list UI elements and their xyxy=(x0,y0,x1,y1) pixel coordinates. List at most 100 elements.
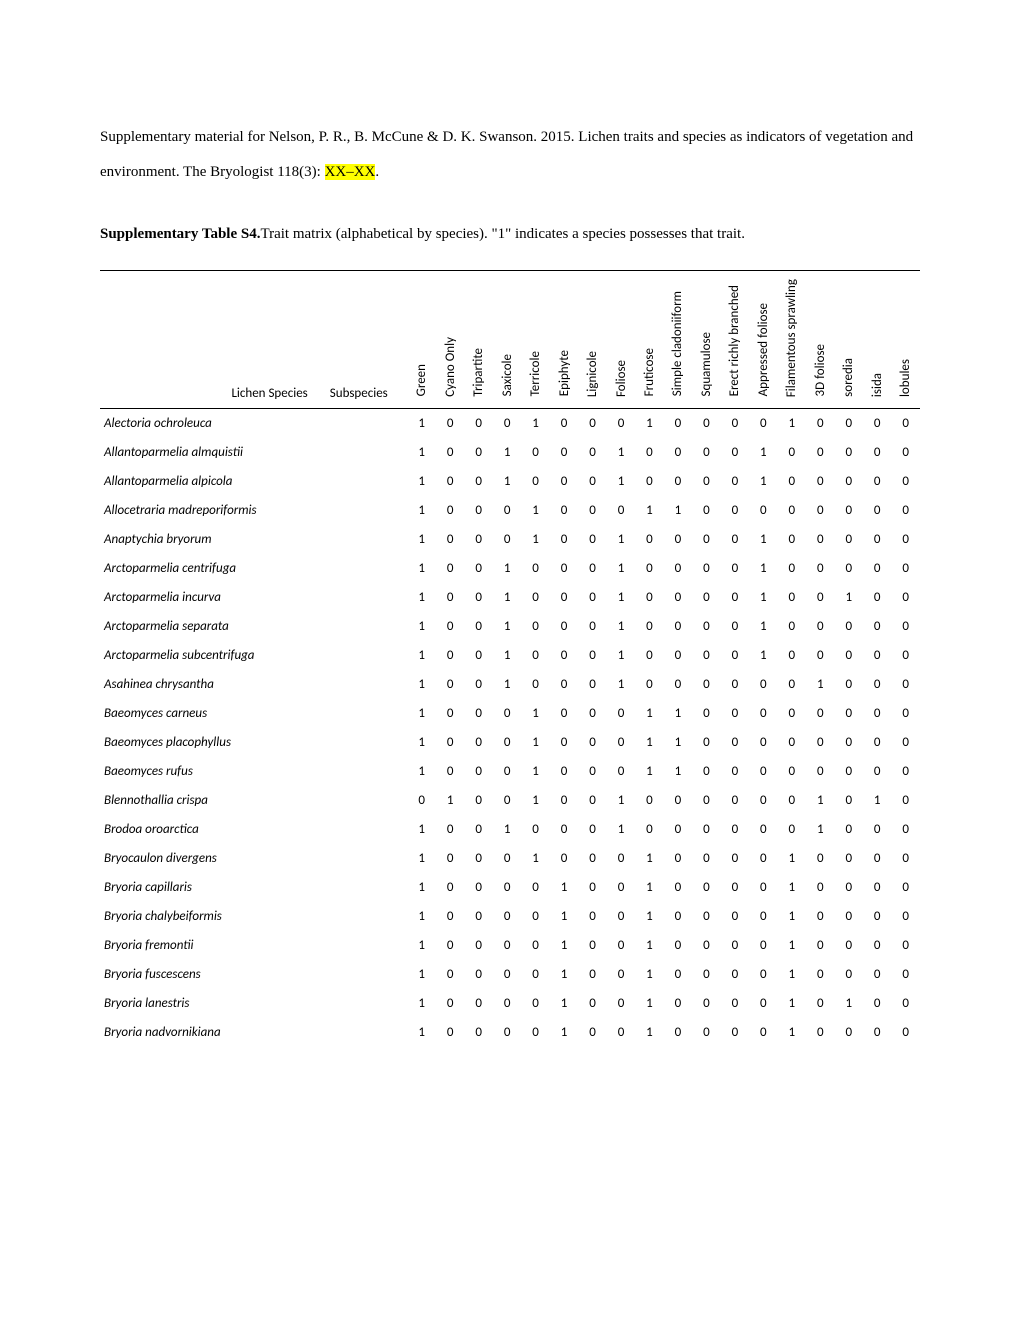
value-cell: 0 xyxy=(464,525,492,554)
table-row: Bryoria chalybeiformis100001001000010000 xyxy=(100,902,920,931)
value-cell: 0 xyxy=(806,989,834,1018)
value-cell: 0 xyxy=(436,931,464,960)
value-cell: 0 xyxy=(464,670,492,699)
value-cell: 0 xyxy=(578,844,606,873)
caption-bold: Supplementary Table S4. xyxy=(100,226,260,242)
value-cell: 0 xyxy=(806,1018,834,1047)
trait-header: Fruticose xyxy=(635,270,663,408)
value-cell: 0 xyxy=(550,728,578,757)
value-cell: 0 xyxy=(436,438,464,467)
value-cell: 0 xyxy=(692,873,720,902)
citation-paragraph: Supplementary material for Nelson, P. R.… xyxy=(100,120,920,189)
citation-pre: Supplementary material for Nelson, P. R.… xyxy=(100,129,913,180)
value-cell: 0 xyxy=(835,554,863,583)
trait-header-label: Appressed foliose xyxy=(757,303,770,396)
value-cell: 0 xyxy=(493,931,521,960)
value-cell: 0 xyxy=(635,467,663,496)
citation-post: . xyxy=(375,164,379,180)
species-cell: Arctoparmelia separata xyxy=(100,612,328,641)
value-cell: 1 xyxy=(407,873,435,902)
value-cell: 0 xyxy=(436,641,464,670)
value-cell: 0 xyxy=(635,612,663,641)
value-cell: 0 xyxy=(863,496,891,525)
value-cell: 1 xyxy=(407,525,435,554)
value-cell: 0 xyxy=(835,873,863,902)
value-cell: 0 xyxy=(891,1018,920,1047)
value-cell: 0 xyxy=(778,525,806,554)
value-cell: 0 xyxy=(692,960,720,989)
value-cell: 1 xyxy=(635,408,663,438)
value-cell: 0 xyxy=(863,1018,891,1047)
value-cell: 1 xyxy=(550,931,578,960)
subspecies-cell xyxy=(328,844,408,873)
value-cell: 1 xyxy=(607,438,635,467)
subspecies-header: Subspecies xyxy=(328,270,408,408)
value-cell: 0 xyxy=(493,728,521,757)
value-cell: 0 xyxy=(664,583,692,612)
value-cell: 0 xyxy=(436,844,464,873)
value-cell: 0 xyxy=(749,699,777,728)
value-cell: 0 xyxy=(692,815,720,844)
value-cell: 0 xyxy=(436,408,464,438)
value-cell: 1 xyxy=(550,960,578,989)
value-cell: 1 xyxy=(607,583,635,612)
value-cell: 0 xyxy=(436,873,464,902)
trait-header-label: 3D foliose xyxy=(814,344,827,396)
value-cell: 0 xyxy=(692,467,720,496)
value-cell: 0 xyxy=(436,525,464,554)
trait-header: soredia xyxy=(835,270,863,408)
value-cell: 0 xyxy=(863,960,891,989)
value-cell: 0 xyxy=(607,408,635,438)
value-cell: 1 xyxy=(407,989,435,1018)
subspecies-cell xyxy=(328,786,408,815)
value-cell: 0 xyxy=(835,670,863,699)
value-cell: 0 xyxy=(863,438,891,467)
value-cell: 0 xyxy=(664,525,692,554)
value-cell: 0 xyxy=(464,931,492,960)
subspecies-cell xyxy=(328,583,408,612)
value-cell: 0 xyxy=(464,728,492,757)
trait-header: 3D foliose xyxy=(806,270,834,408)
value-cell: 1 xyxy=(749,525,777,554)
value-cell: 1 xyxy=(749,583,777,612)
trait-header-label: isida xyxy=(871,373,884,397)
value-cell: 0 xyxy=(578,496,606,525)
value-cell: 1 xyxy=(635,989,663,1018)
value-cell: 0 xyxy=(891,583,920,612)
value-cell: 1 xyxy=(749,554,777,583)
value-cell: 0 xyxy=(835,960,863,989)
value-cell: 0 xyxy=(835,467,863,496)
table-row: Alectoria ochroleuca100010001000010000 xyxy=(100,408,920,438)
value-cell: 0 xyxy=(721,496,749,525)
value-cell: 0 xyxy=(464,757,492,786)
value-cell: 0 xyxy=(863,815,891,844)
value-cell: 1 xyxy=(635,699,663,728)
species-cell: Allantoparmelia alpicola xyxy=(100,467,328,496)
value-cell: 0 xyxy=(464,786,492,815)
value-cell: 0 xyxy=(721,467,749,496)
value-cell: 1 xyxy=(607,467,635,496)
value-cell: 1 xyxy=(778,844,806,873)
trait-header-label: Tripartite xyxy=(472,348,485,397)
value-cell: 0 xyxy=(891,408,920,438)
value-cell: 1 xyxy=(521,728,549,757)
value-cell: 0 xyxy=(664,815,692,844)
value-cell: 1 xyxy=(778,960,806,989)
value-cell: 0 xyxy=(578,931,606,960)
citation-highlight: XX–XX xyxy=(325,164,376,180)
value-cell: 0 xyxy=(578,612,606,641)
value-cell: 0 xyxy=(749,728,777,757)
value-cell: 1 xyxy=(607,612,635,641)
value-cell: 0 xyxy=(692,496,720,525)
value-cell: 0 xyxy=(891,641,920,670)
value-cell: 0 xyxy=(521,815,549,844)
value-cell: 1 xyxy=(407,408,435,438)
value-cell: 0 xyxy=(407,786,435,815)
value-cell: 0 xyxy=(578,728,606,757)
value-cell: 0 xyxy=(436,902,464,931)
value-cell: 0 xyxy=(692,554,720,583)
value-cell: 0 xyxy=(464,989,492,1018)
value-cell: 0 xyxy=(806,844,834,873)
value-cell: 0 xyxy=(891,989,920,1018)
value-cell: 1 xyxy=(407,931,435,960)
